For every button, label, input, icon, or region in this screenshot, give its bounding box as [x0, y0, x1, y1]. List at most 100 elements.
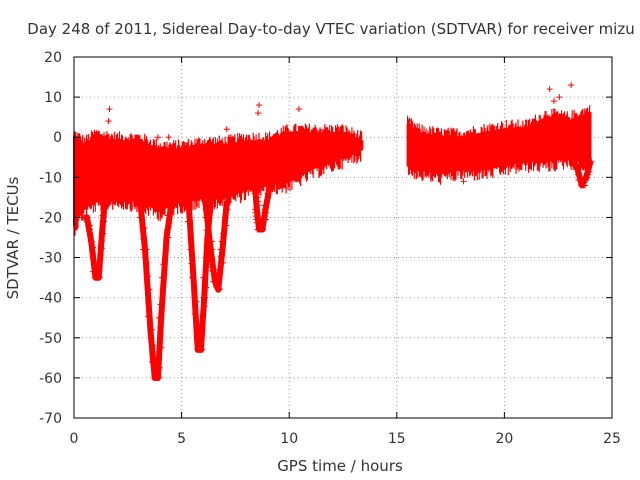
data-point [223, 198, 230, 205]
data-point [163, 247, 170, 254]
data-point [249, 182, 256, 189]
data-point [136, 193, 143, 200]
y-axis-label: SDTVAR / TECUs [4, 176, 22, 299]
data-point [158, 314, 165, 321]
data-point [90, 268, 97, 275]
data-point [101, 194, 108, 201]
data-point [136, 203, 143, 210]
data-point [159, 287, 166, 294]
data-point [99, 224, 106, 231]
data-point [251, 190, 258, 197]
data-point [219, 246, 226, 253]
data-point [263, 209, 270, 216]
data-point [154, 374, 161, 381]
data-point [265, 194, 272, 201]
y-tick-label: -30 [39, 251, 62, 267]
data-point [252, 186, 259, 193]
outlier-point [556, 94, 563, 101]
data-point [149, 326, 156, 333]
data-point [191, 286, 198, 293]
outlier-point [256, 102, 263, 109]
data-point [572, 166, 579, 173]
data-point [82, 214, 89, 221]
data-point [204, 222, 211, 229]
outlier-point [105, 118, 112, 125]
data-point [219, 259, 226, 266]
data-point [145, 300, 152, 307]
data-point [185, 218, 192, 225]
data-point [90, 250, 97, 257]
data-point [95, 274, 102, 281]
data-point [207, 257, 214, 264]
data-point [100, 206, 107, 213]
data-point [578, 174, 585, 181]
data-point [260, 219, 267, 226]
data-point [149, 342, 156, 349]
outlier-point [546, 86, 553, 93]
outlier-point [295, 106, 302, 113]
data-point [101, 218, 108, 225]
outlier-point [223, 126, 230, 133]
data-point [203, 214, 210, 221]
data-point [86, 230, 93, 237]
data-point [200, 274, 207, 281]
outlier-point [165, 134, 172, 141]
y-tick-label: -10 [39, 170, 62, 186]
data-point [169, 190, 176, 197]
data-point [575, 177, 582, 184]
data-point [160, 261, 167, 268]
data-point [203, 264, 210, 271]
data-point [143, 246, 150, 253]
data-point [253, 219, 260, 226]
data-point [264, 190, 271, 197]
data-point [207, 246, 214, 253]
data-point [203, 254, 210, 261]
data-point [214, 281, 221, 288]
data-point [205, 230, 212, 237]
y-tick-label: 0 [53, 130, 62, 146]
data-point [217, 253, 224, 260]
data-point [148, 334, 155, 341]
data-point [208, 238, 215, 245]
data-point [209, 262, 216, 269]
data-point [158, 344, 165, 351]
data-point [574, 171, 581, 178]
y-tick-label: -60 [39, 371, 62, 387]
data-point [193, 298, 200, 305]
data-point [137, 182, 144, 189]
data-point [202, 294, 209, 301]
data-point [90, 262, 97, 269]
data-point [258, 223, 265, 230]
data-point [98, 230, 105, 237]
data-point [566, 155, 573, 162]
data-point [99, 212, 106, 219]
data-point [208, 197, 215, 204]
y-tick-label: -70 [39, 411, 62, 427]
outlier-point [568, 82, 575, 89]
data-point [215, 286, 222, 293]
outlier-point [460, 178, 467, 185]
data-point [156, 334, 163, 341]
data-point [90, 256, 97, 263]
data-point [585, 171, 592, 178]
y-tick-label: -20 [39, 210, 62, 226]
data-point [145, 273, 152, 280]
y-tick-label: 20 [44, 50, 62, 66]
y-tick-label: 10 [44, 90, 62, 106]
data-point [136, 214, 143, 221]
data-point [199, 312, 206, 319]
data-point [223, 222, 230, 229]
data-point [143, 259, 150, 266]
data-point [261, 202, 268, 209]
data-point [170, 197, 177, 204]
data-point [189, 274, 196, 281]
data-point [164, 234, 171, 241]
data-point [198, 320, 205, 327]
x-tick-label: 10 [280, 431, 298, 447]
plot-frame [73, 56, 613, 419]
data-point [188, 260, 195, 267]
x-tick-label: 25 [603, 431, 621, 447]
data-point [156, 364, 163, 371]
data-point [585, 163, 592, 170]
x-tick-label: 15 [388, 431, 406, 447]
